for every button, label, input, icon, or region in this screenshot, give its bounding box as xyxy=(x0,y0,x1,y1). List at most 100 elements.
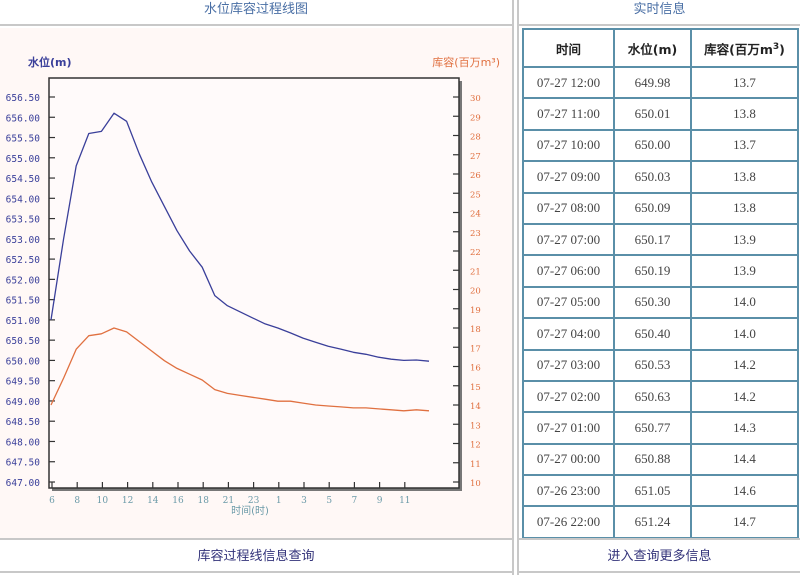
right-tick-label: 28 xyxy=(470,133,481,143)
left-tick-label: 651.50 xyxy=(6,296,41,307)
left-tick-label: 653.50 xyxy=(6,215,41,226)
left-tick-label: 650.00 xyxy=(6,356,41,367)
cell-time: 07-27 12:00 xyxy=(522,65,615,100)
cell-water-level: 650.09 xyxy=(613,191,692,225)
x-tick-label: 11 xyxy=(399,496,410,506)
x-tick-label: 3 xyxy=(301,496,307,506)
x-tick-label: 14 xyxy=(147,496,159,506)
right-tick-label: 29 xyxy=(470,113,481,123)
right-tick-label: 27 xyxy=(470,152,481,162)
cell-storage: 13.8 xyxy=(690,97,799,131)
cell-time: 07-27 05:00 xyxy=(522,285,615,320)
right-tick-label: 15 xyxy=(470,383,481,393)
right-tick-label: 17 xyxy=(470,344,481,354)
right-tick-label: 22 xyxy=(470,248,481,258)
cell-water-level: 650.40 xyxy=(613,317,692,351)
left-tick-label: 649.00 xyxy=(6,397,41,408)
right-tick-label: 18 xyxy=(470,325,481,335)
table-row: 07-27 08:00 650.09 13.8 xyxy=(522,191,799,225)
header-storage: 库容(百万m3) xyxy=(690,28,799,68)
table-row: 07-27 01:00 650.77 14.3 xyxy=(522,411,799,445)
left-tick-label: 653.00 xyxy=(6,235,41,246)
table-row: 07-27 12:00 649.98 13.7 xyxy=(522,65,799,100)
table-row: 07-26 22:00 651.24 14.7 xyxy=(522,505,799,539)
left-tick-label: 649.50 xyxy=(6,377,41,388)
table-row: 07-27 04:00 650.40 14.0 xyxy=(522,317,799,351)
cell-storage: 14.4 xyxy=(690,442,799,477)
cell-water-level: 650.77 xyxy=(613,411,692,445)
cell-water-level: 650.19 xyxy=(613,254,692,288)
cell-time: 07-27 06:00 xyxy=(522,254,615,288)
left-tick-label: 647.00 xyxy=(6,478,41,489)
left-tick-label: 651.00 xyxy=(6,316,41,327)
cell-water-level: 650.01 xyxy=(613,97,692,131)
table-row: 07-27 00:00 650.88 14.4 xyxy=(522,442,799,477)
water-level-storage-chart: 水位(m) 库容(百万m³) 656.50 656.00 655.50 655.00 654… xyxy=(6,55,500,517)
table-row: 07-27 11:00 650.01 13.8 xyxy=(522,97,799,131)
table-row: 07-27 10:00 650.00 13.7 xyxy=(522,128,799,163)
x-axis-title: 时间(时) xyxy=(231,504,269,517)
left-axis-title: 水位(m) xyxy=(28,55,72,69)
plot-frame xyxy=(48,77,460,489)
cell-storage: 13.7 xyxy=(690,65,799,100)
header-water-level: 水位(m) xyxy=(613,28,692,68)
right-tick-label: 11 xyxy=(470,460,481,470)
cell-water-level: 649.98 xyxy=(613,65,692,100)
x-tick-label: 5 xyxy=(326,496,332,506)
storage-curve-query-link[interactable]: 库容过程线信息查询 xyxy=(0,538,512,573)
cell-storage: 13.8 xyxy=(690,160,799,194)
cell-water-level: 650.53 xyxy=(613,348,692,382)
right-tick-label: 14 xyxy=(470,402,481,412)
cell-water-level: 651.05 xyxy=(613,474,692,508)
realtime-data-table: 时间 水位(m) 库容(百万m3) 07-27 12:00 649.98 13.7 0… xyxy=(522,28,799,539)
x-tick-label: 18 xyxy=(197,496,209,506)
cell-time: 07-27 03:00 xyxy=(522,348,615,382)
cell-time: 07-27 01:00 xyxy=(522,411,615,445)
left-tick-label: 654.00 xyxy=(6,194,41,205)
left-tick-label: 656.50 xyxy=(6,93,41,104)
x-tick-label: 1 xyxy=(276,496,282,506)
cell-water-level: 650.03 xyxy=(613,160,692,194)
cell-water-level: 650.30 xyxy=(613,285,692,320)
x-tick-label: 23 xyxy=(248,496,260,506)
cell-time: 07-27 09:00 xyxy=(522,160,615,194)
cell-time: 07-27 02:00 xyxy=(522,379,615,414)
cell-time: 07-26 23:00 xyxy=(522,474,615,508)
cell-storage: 14.2 xyxy=(690,379,799,414)
right-tick-label: 21 xyxy=(470,267,481,277)
cell-water-level: 650.17 xyxy=(613,222,692,257)
left-tick-label: 647.50 xyxy=(6,458,41,469)
left-tick-label: 650.50 xyxy=(6,336,41,347)
right-tick-label: 23 xyxy=(470,229,481,239)
left-tick-label: 648.50 xyxy=(6,417,41,428)
cell-storage: 13.9 xyxy=(690,222,799,257)
cell-time: 07-27 04:00 xyxy=(522,317,615,351)
cell-storage: 14.2 xyxy=(690,348,799,382)
table-row: 07-27 06:00 650.19 13.9 xyxy=(522,254,799,288)
right-tick-label: 16 xyxy=(470,364,481,374)
chart-area: 水位(m) 库容(百万m³) 656.50 656.00 655.50 655.00 654… xyxy=(0,28,512,538)
cell-storage: 13.9 xyxy=(690,254,799,288)
cell-water-level: 650.00 xyxy=(613,128,692,163)
storage-line xyxy=(50,327,430,412)
x-tick-label: 9 xyxy=(377,496,383,506)
table-header-row: 时间 水位(m) 库容(百万m3) xyxy=(522,28,799,68)
cell-water-level: 650.88 xyxy=(613,442,692,477)
more-info-link[interactable]: 进入查询更多信息 xyxy=(519,538,800,573)
cell-storage: 14.0 xyxy=(690,317,799,351)
cell-time: 07-27 08:00 xyxy=(522,191,615,225)
cell-storage: 14.0 xyxy=(690,285,799,320)
cell-storage: 14.3 xyxy=(690,411,799,445)
table-row: 07-27 07:00 650.17 13.9 xyxy=(522,222,799,257)
x-tick-label: 10 xyxy=(97,496,109,506)
right-tick-label: 12 xyxy=(470,441,481,451)
left-tick-label: 654.50 xyxy=(6,174,41,185)
cell-time: 07-27 11:00 xyxy=(522,97,615,131)
left-tick-label: 655.00 xyxy=(6,154,41,165)
chart-panel: 水位库容过程线图 水位(m) 库容(百万m³) 656.50 656.00 655.50… xyxy=(0,0,514,575)
x-tick-label: 12 xyxy=(122,496,133,506)
left-tick-label: 656.00 xyxy=(6,113,41,124)
cell-storage: 14.6 xyxy=(690,474,799,508)
table-row: 07-27 05:00 650.30 14.0 xyxy=(522,285,799,320)
x-tick-label: 7 xyxy=(352,496,358,506)
